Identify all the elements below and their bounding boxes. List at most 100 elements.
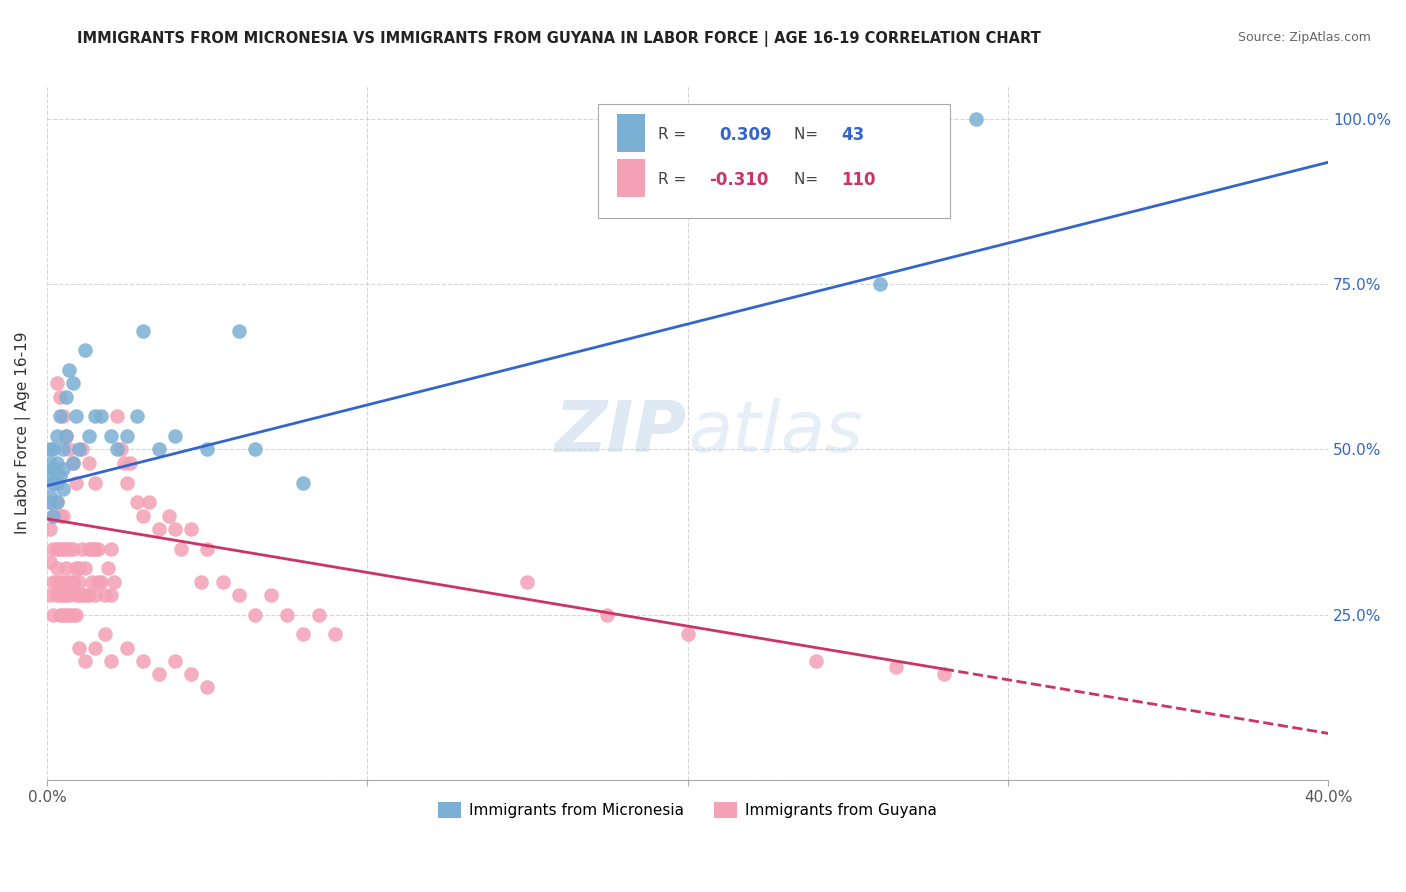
Point (55, 588, 77, 602)
Point (84, 640, 107, 655)
Point (243, 442, 266, 457)
Point (884, 660, 907, 674)
Point (84, 409, 107, 424)
Point (195, 541, 218, 556)
Point (52, 588, 75, 602)
Point (49, 469, 72, 483)
Point (190, 574, 212, 589)
Text: N=: N= (794, 172, 823, 187)
FancyBboxPatch shape (598, 103, 950, 218)
Point (100, 429, 122, 443)
Text: R =: R = (658, 128, 692, 143)
Point (67, 588, 90, 602)
Point (70, 541, 93, 556)
Point (84, 588, 107, 602)
Point (965, 112, 987, 127)
Point (52, 462, 75, 476)
Point (45, 541, 67, 556)
Point (52, 409, 75, 424)
Point (55, 390, 77, 404)
Point (62, 456, 84, 470)
Point (100, 654, 122, 668)
Point (39, 522, 62, 536)
Point (62, 574, 84, 589)
Point (260, 588, 283, 602)
Text: 0.309: 0.309 (720, 126, 772, 144)
Point (42, 607, 65, 622)
Point (42, 574, 65, 589)
Point (62, 456, 84, 470)
Point (39, 489, 62, 503)
Point (45, 456, 67, 470)
Point (93, 588, 115, 602)
Point (62, 376, 84, 391)
Point (58, 363, 80, 377)
Point (58, 574, 80, 589)
Point (67, 561, 90, 575)
Point (42, 475, 65, 490)
Legend: Immigrants from Micronesia, Immigrants from Guyana: Immigrants from Micronesia, Immigrants f… (432, 796, 943, 824)
Point (107, 442, 129, 457)
Point (195, 442, 218, 457)
Point (49, 390, 72, 404)
Point (39, 456, 62, 470)
Point (45, 475, 67, 490)
FancyBboxPatch shape (617, 159, 645, 197)
Point (148, 442, 170, 457)
Point (52, 574, 75, 589)
Point (84, 541, 107, 556)
Point (77, 541, 100, 556)
Point (65, 561, 87, 575)
Point (55, 607, 77, 622)
Point (45, 376, 67, 391)
Point (58, 588, 80, 602)
Point (100, 588, 122, 602)
Point (308, 607, 330, 622)
Point (45, 495, 67, 509)
Point (65, 607, 87, 622)
Point (67, 640, 90, 655)
Point (87, 574, 110, 589)
Point (52, 482, 75, 496)
Point (132, 508, 155, 523)
Point (292, 627, 315, 641)
Point (148, 522, 170, 536)
Point (65, 475, 87, 490)
Point (100, 541, 122, 556)
Point (55, 429, 77, 443)
Point (55, 541, 77, 556)
Point (103, 574, 125, 589)
Text: Source: ZipAtlas.com: Source: ZipAtlas.com (1237, 31, 1371, 45)
Point (39, 495, 62, 509)
Point (132, 324, 155, 338)
Point (157, 508, 180, 523)
Point (67, 442, 90, 457)
Text: atlas: atlas (688, 399, 862, 467)
Point (228, 588, 250, 602)
Point (120, 456, 142, 470)
Point (58, 607, 80, 622)
Point (97, 561, 120, 575)
Point (596, 607, 619, 622)
Text: 110: 110 (841, 171, 876, 189)
Point (75, 561, 97, 575)
Point (49, 409, 72, 424)
Point (165, 654, 187, 668)
Point (42, 442, 65, 457)
Point (52, 607, 75, 622)
Point (58, 541, 80, 556)
Point (45, 574, 67, 589)
Point (125, 409, 148, 424)
Point (80, 574, 103, 589)
Point (195, 680, 218, 694)
FancyBboxPatch shape (617, 114, 645, 153)
Point (323, 627, 346, 641)
Point (65, 588, 87, 602)
Point (112, 456, 135, 470)
Point (115, 429, 138, 443)
Point (516, 574, 538, 589)
Point (93, 627, 115, 641)
Point (90, 409, 112, 424)
Point (45, 429, 67, 443)
Point (49, 607, 72, 622)
